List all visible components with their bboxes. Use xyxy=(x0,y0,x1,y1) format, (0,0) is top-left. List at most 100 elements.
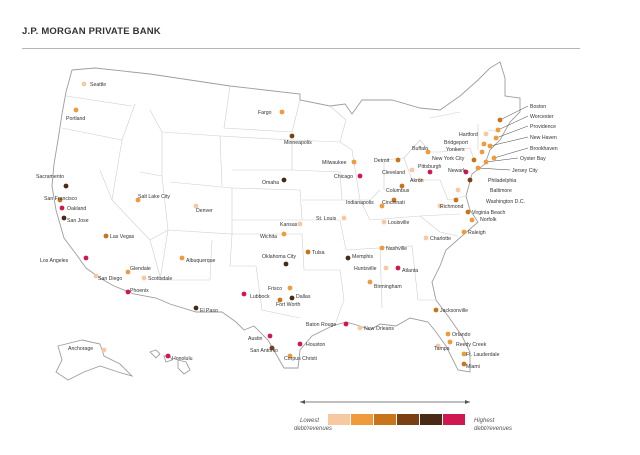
city-label: Pittsburgh xyxy=(418,164,441,170)
city-label: Oklahoma City xyxy=(262,254,296,260)
city-marker xyxy=(493,135,499,141)
city-label: Frisco xyxy=(268,286,282,292)
city-label: Honolulu xyxy=(172,356,193,362)
city-label: Jersey City xyxy=(512,168,538,174)
city-orlando: Orlando xyxy=(445,331,471,338)
city-marker xyxy=(471,157,477,163)
city-phoenix: Phoenix xyxy=(125,288,149,295)
city-providence: Providence xyxy=(493,124,556,141)
city-label: Raleigh xyxy=(468,230,486,236)
city-label: San Jose xyxy=(67,218,89,224)
city-oyster-bay: Oyster Bay xyxy=(483,156,546,165)
city-marker xyxy=(305,249,311,255)
city-marker xyxy=(289,133,295,139)
city-marker xyxy=(289,295,295,301)
city-label: Los Angeles xyxy=(40,258,69,264)
city-label: Bridgeport xyxy=(444,140,468,146)
city-marker xyxy=(287,285,293,291)
city-label: Worcester xyxy=(530,114,554,120)
legend-arrow-right xyxy=(465,400,470,404)
city-marker xyxy=(395,265,401,271)
legend-swatch-4 xyxy=(397,414,419,425)
city-charlotte: Charlotte xyxy=(423,235,451,242)
city-label: El Paso xyxy=(200,308,218,314)
city-label: Wichita xyxy=(260,234,277,240)
city-marker xyxy=(179,255,185,261)
city-nashville: Nashville xyxy=(379,245,407,252)
city-louisville: Louisville xyxy=(381,219,409,226)
city-marker xyxy=(125,289,131,295)
city-marker xyxy=(391,197,397,203)
city-huntsville: Huntsville xyxy=(354,265,389,272)
city-marker xyxy=(73,107,79,113)
city-miami: Miami xyxy=(461,361,480,370)
city-leader-line xyxy=(495,125,529,139)
legend-arrow-left xyxy=(300,400,305,404)
city-label: Memphis xyxy=(352,254,373,260)
city-hartford: Hartford xyxy=(459,131,489,138)
legend-swatch-5 xyxy=(420,414,442,425)
city-label: Denver xyxy=(196,208,213,214)
city-label: Portland xyxy=(66,116,85,122)
city-marker xyxy=(437,203,443,209)
city-pittsburgh: Pittsburgh xyxy=(418,164,441,175)
city-leader-line xyxy=(493,147,529,159)
legend-high-label-2: debt/revenues xyxy=(474,426,512,432)
city-frisco: Frisco xyxy=(268,285,293,292)
city-marker xyxy=(467,177,473,183)
city-san-diego: San Diego xyxy=(93,273,122,282)
city-marker xyxy=(83,255,89,261)
city-label: Las Vegas xyxy=(110,234,135,240)
city-marker xyxy=(277,297,283,303)
city-marker xyxy=(461,351,467,357)
city-marker xyxy=(61,215,67,221)
city-label: Reedy Creek xyxy=(456,342,487,348)
city-marker xyxy=(399,183,405,189)
city-marker xyxy=(497,117,503,123)
city-leader-line xyxy=(489,136,529,147)
city-marker xyxy=(381,219,387,225)
city-baltimore: Baltimore xyxy=(455,187,512,194)
us-outline xyxy=(51,61,521,381)
city-indianapolis: Indianapolis xyxy=(346,200,385,209)
city-marker xyxy=(495,127,501,133)
legend-low-label-2: debt/revenues xyxy=(294,426,332,432)
city-label: Chicago xyxy=(334,174,353,180)
city-marker xyxy=(135,197,141,203)
city-cincinnati: Cincinnati xyxy=(382,197,405,206)
alaska-outline xyxy=(55,339,134,381)
city-marker xyxy=(423,235,429,241)
city-marker xyxy=(279,109,285,115)
header-divider xyxy=(22,48,580,49)
city-marker xyxy=(241,291,247,297)
city-leader-line xyxy=(497,115,529,131)
city-marker xyxy=(297,221,303,227)
city-label: Albuquerque xyxy=(186,258,216,264)
city-newark: Newark xyxy=(448,168,469,175)
city-houston: Houston xyxy=(297,341,325,348)
city-label: Norfolk xyxy=(480,217,497,223)
city-milwaukee: Milwaukee xyxy=(322,159,357,166)
city-marker xyxy=(103,233,109,239)
city-label: Jacksonville xyxy=(440,308,468,314)
city-label: Boston xyxy=(530,104,546,110)
city-honolulu: Honolulu xyxy=(165,353,193,362)
city-markers: Seattle Portland Sacramento San Francisco Oa… xyxy=(36,81,558,370)
city-baton-rouge: Baton Rouge xyxy=(306,321,349,328)
city-label: Scottsdale xyxy=(148,276,172,282)
city-kansas: Kansas xyxy=(280,221,303,228)
city-marker xyxy=(463,169,469,175)
city-marker xyxy=(59,205,65,211)
city-marker xyxy=(409,167,415,173)
city-marker xyxy=(465,209,471,215)
city-marker xyxy=(479,149,485,155)
city-label: San Antonio xyxy=(250,348,278,354)
city-marker xyxy=(93,273,99,279)
city-marker xyxy=(379,203,385,209)
legend-low-label-1: Lowest xyxy=(300,418,319,424)
city-marker xyxy=(483,131,489,137)
city-label: Fargo xyxy=(258,110,272,116)
city-label: Charlotte xyxy=(430,236,451,242)
city-marker xyxy=(267,333,273,339)
city-detroit: Detroit xyxy=(374,157,401,164)
